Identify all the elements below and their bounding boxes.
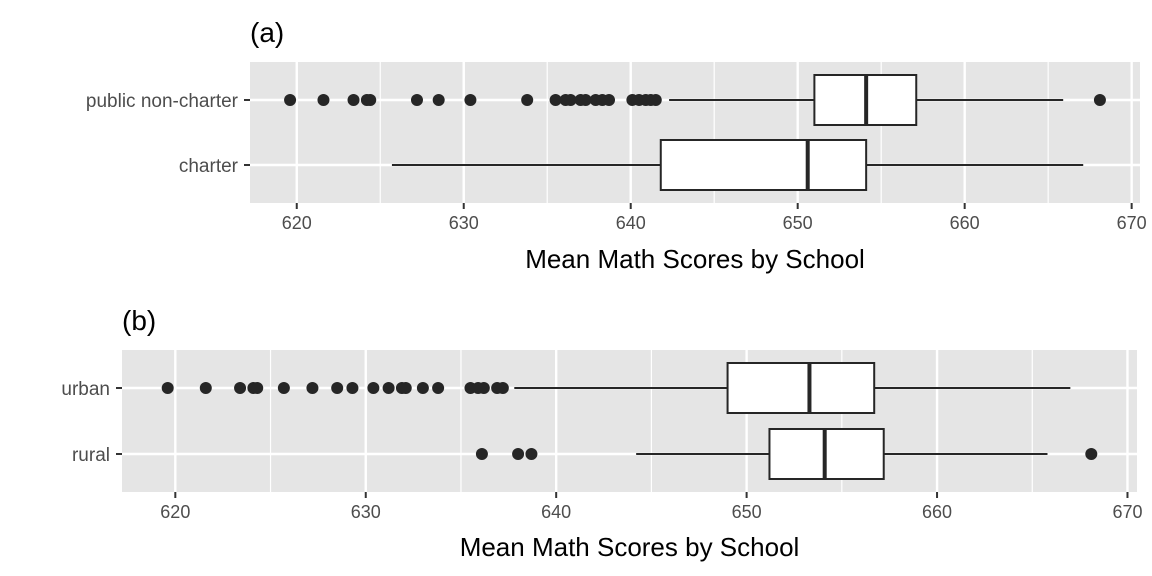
outlier-point [331, 382, 344, 394]
outlier-point [1085, 448, 1098, 460]
outlier-point [416, 382, 429, 394]
y-tick-label: public non-charter [86, 91, 239, 112]
outlier-point [347, 94, 360, 106]
outlier-point [367, 382, 380, 394]
outlier-point [161, 382, 174, 394]
box-rural [475, 428, 1098, 480]
outlier-point [477, 382, 490, 394]
y-tick-label: rural [72, 445, 110, 466]
panel-label: (a) [250, 17, 284, 48]
outlier-point [579, 94, 592, 106]
outlier-point [306, 382, 319, 394]
outlier-point [251, 382, 264, 394]
panel-a: 620 630 640 650 660 670 public non-charter char… [86, 17, 1147, 274]
iqr-box [726, 362, 876, 414]
outlier-point [399, 382, 412, 394]
outlier-point [277, 382, 290, 394]
x-tick-label: 640 [541, 502, 571, 522]
outlier-point [564, 94, 577, 106]
outlier-point [603, 94, 616, 106]
x-tick-label: 660 [950, 213, 980, 233]
iqr-box [659, 139, 868, 191]
outlier-point [382, 382, 395, 394]
outlier-point [464, 94, 477, 106]
outlier-point [649, 94, 662, 106]
x-tick-label: 650 [732, 502, 762, 522]
panel-label: (b) [122, 305, 156, 336]
x-tick-label: 650 [783, 213, 813, 233]
outlier-point [284, 94, 297, 106]
x-tick-label: 640 [616, 213, 646, 233]
box-urban [161, 362, 1071, 414]
outlier-point [521, 94, 534, 106]
y-tick-label: charter [179, 156, 239, 177]
outlier-point [512, 448, 525, 460]
outlier-point [317, 94, 330, 106]
outlier-point [432, 94, 445, 106]
x-tick-label: 630 [449, 213, 479, 233]
box-public-non-charter [284, 74, 1106, 126]
x-tick-label: 670 [1112, 502, 1142, 522]
x-tick-label: 630 [351, 502, 381, 522]
outlier-point [1093, 94, 1106, 106]
outlier-point [234, 382, 247, 394]
outlier-point [496, 382, 509, 394]
outlier-point [346, 382, 359, 394]
plot-background [122, 350, 1137, 492]
outlier-point [475, 448, 488, 460]
outlier-point [199, 382, 212, 394]
panel-b: 620 630 640 650 660 670 urban rural (b) Mean Math… [61, 305, 1142, 562]
outlier-point [364, 94, 377, 106]
x-axis-title: Mean Math Scores by School [525, 244, 865, 274]
x-tick-label: 620 [160, 502, 190, 522]
x-tick-label: 620 [282, 213, 312, 233]
outlier-point [549, 94, 562, 106]
outlier-point [432, 382, 445, 394]
y-tick-label: urban [61, 379, 110, 400]
box-charter [391, 139, 1084, 191]
x-tick-label: 660 [922, 502, 952, 522]
x-tick-label: 670 [1117, 213, 1147, 233]
outlier-point [410, 94, 423, 106]
outlier-point [525, 448, 538, 460]
x-axis-title: Mean Math Scores by School [460, 532, 800, 562]
